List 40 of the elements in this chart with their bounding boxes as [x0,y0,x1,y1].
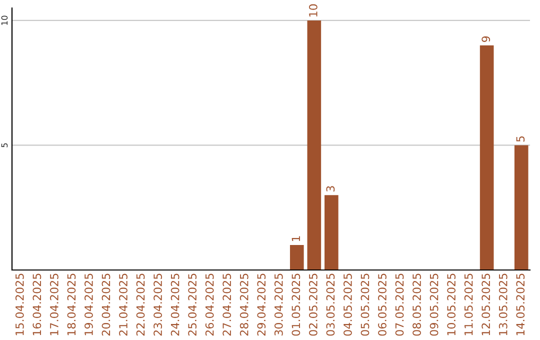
x-tick-label: 21.04.2025 [119,274,128,336]
x-tick-label: 29.04.2025 [257,274,266,336]
data-label: 5 [516,136,525,142]
x-tick-label: 18.04.2025 [67,274,76,336]
x-tick-label: 24.04.2025 [170,274,180,336]
x-tick-label: 07.05.2025 [395,274,404,336]
bar [480,45,494,270]
data-label: 10 [308,4,318,16]
x-tick-label: 20.04.2025 [102,274,110,336]
x-tick-label: 23.04.2025 [154,274,162,336]
x-tick-label: 05.05.2025 [360,274,370,336]
x-tick-label: 03.05.2025 [326,274,335,336]
x-tick-label: 01.05.2025 [292,274,300,336]
x-tick-label: 25.04.2025 [188,274,197,336]
x-tick-label: 11.05.2025 [464,274,473,336]
x-tick-label: 06.05.2025 [378,274,386,336]
x-tick-label: 27.04.2025 [222,274,232,336]
x-tick-label: 16.04.2025 [32,274,42,336]
x-tick-label: 22.04.2025 [136,274,145,336]
data-label: 1 [292,236,300,242]
x-tick-label: 12.05.2025 [482,274,490,336]
data-label: 9 [482,36,490,42]
x-tick-label: 08.05.2025 [412,274,421,336]
x-tick-label: 15.04.2025 [15,274,24,336]
x-tick-label: 10.05.2025 [447,274,456,336]
data-label: 3 [326,186,335,192]
bar [514,145,528,270]
x-tick-label: 13.05.2025 [498,274,508,336]
bar [290,245,304,270]
x-tick-label: 19.04.2025 [84,274,93,336]
x-tick-label: 30.04.2025 [274,274,283,336]
bar [307,20,322,270]
bar [324,195,338,270]
x-tick-label: 09.05.2025 [430,274,438,336]
x-tick-label: 17.04.2025 [50,274,58,336]
x-tick-label: 28.04.2025 [240,274,248,336]
x-tick-label: 04.05.2025 [344,274,352,336]
x-tick-label: 26.04.2025 [205,274,214,336]
x-tick-label: 02.05.2025 [308,274,318,336]
x-tick-label: 14.05.2025 [516,274,525,336]
